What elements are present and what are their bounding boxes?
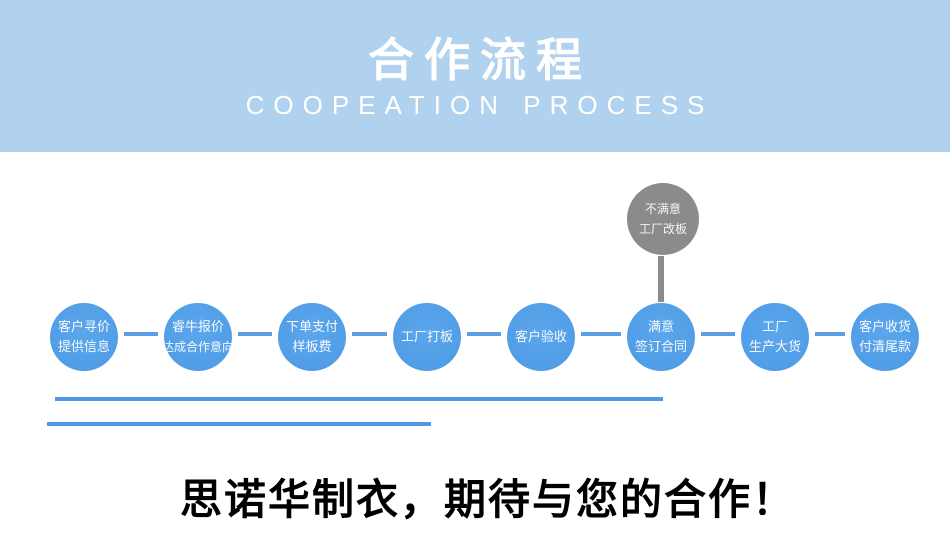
flow-connector	[238, 332, 272, 336]
flow-node-label: 付清尾款	[858, 339, 911, 354]
flow-connector	[124, 332, 158, 336]
flow-node-label: 客户寻价	[57, 319, 110, 334]
flow-node-bulk-production: 工厂 生产大货	[741, 303, 809, 371]
flow-node-label: 工厂	[761, 319, 788, 334]
flow-connector	[352, 332, 387, 336]
page-title: 合作流程	[368, 34, 592, 86]
flow-node-customer-acceptance: 客户验收	[507, 303, 575, 371]
flow-node-label: 下单支付	[285, 319, 338, 334]
flow-node-label: 工厂打板	[400, 329, 453, 344]
decorative-underline-bottom	[47, 422, 431, 426]
decorative-underline-top	[55, 397, 663, 401]
flow-connector	[701, 332, 735, 336]
flow-node-label: 客户收货	[858, 319, 911, 334]
flow-node-label: 生产大货	[748, 339, 801, 354]
flow-node-label: 达成合作意向	[162, 340, 235, 354]
flow-connector	[581, 332, 621, 336]
flow-node-factory-sample: 工厂打板	[393, 303, 461, 371]
flow-node-order-payment: 下单支付 样板费	[278, 303, 346, 371]
page-subtitle: COOPEATION PROCESS	[245, 90, 714, 120]
flow-node-label: 提供信息	[57, 339, 110, 354]
flow-node-label: 睿牛报价	[171, 319, 224, 334]
flow-node-label: 不满意	[644, 202, 681, 216]
flow-node-label: 工厂改板	[638, 222, 687, 236]
flow-node-label: 签订合同	[634, 339, 687, 354]
flow-connector	[815, 332, 845, 336]
flow-node-label: 样板费	[292, 339, 332, 354]
flow-node-label: 满意	[647, 319, 674, 334]
flow-connector	[467, 332, 501, 336]
flow-node-quotation: 睿牛报价 达成合作意向	[162, 303, 235, 371]
reject-connector-line	[658, 256, 664, 302]
flow-node-sign-contract: 满意 签订合同	[627, 303, 695, 371]
footer-slogan: 思诺华制衣，期待与您的合作！	[179, 478, 796, 524]
flow-node-receive-goods: 客户收货 付清尾款	[851, 303, 919, 371]
header-banner: 合作流程 COOPEATION PROCESS	[0, 0, 950, 152]
flow-node-label: 客户验收	[514, 329, 567, 344]
flow-node-revise-sample: 不满意 工厂改板	[627, 183, 699, 255]
flow-node-customer-inquiry: 客户寻价 提供信息	[50, 303, 118, 371]
